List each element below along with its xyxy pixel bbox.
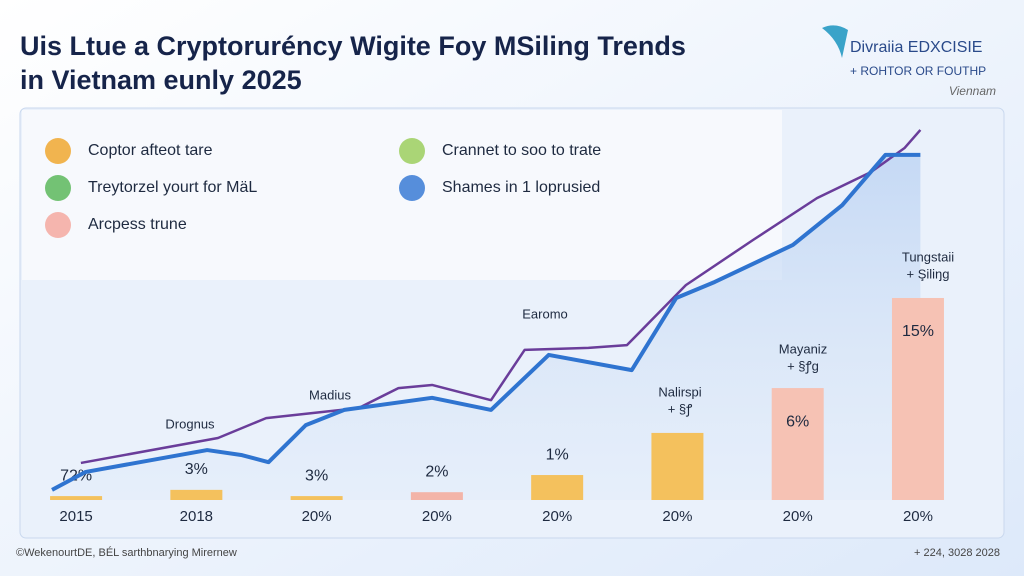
x-tick-label: 2015: [59, 508, 92, 525]
callout: + Şiliŋg: [907, 266, 950, 281]
x-tick-label: 20%: [903, 508, 933, 525]
callout: Madius: [309, 387, 351, 402]
bar-label: 6%: [786, 413, 809, 430]
bar: [531, 475, 584, 500]
title-line: Uis Ltue a Cryptoruréncy Wigite Foy MSil…: [20, 31, 686, 61]
x-tick-label: 20%: [783, 508, 813, 525]
x-tick-label: 20%: [542, 508, 572, 525]
legend-label: Crannet to soo to trate: [442, 142, 601, 159]
callout: + §ꝭg: [787, 358, 819, 374]
bar: [170, 489, 223, 500]
footer: ©WekenourtDE, BÉL sarthbnarying Mirernew: [16, 546, 237, 559]
line: [51, 152, 921, 492]
legend-label: Shames in 1 loprusied: [442, 179, 600, 196]
callout: Tungstaii: [902, 249, 954, 264]
bar: [50, 496, 103, 500]
legend-icon: [399, 175, 425, 201]
legend-icon: [45, 212, 71, 238]
footer: + 224, 3028 2028: [914, 547, 1000, 559]
x-tick-label: 20%: [422, 508, 452, 525]
callout: Nalirspi: [658, 384, 701, 399]
legend-label: Treytorzel yourt for MäL: [88, 179, 257, 196]
bar: [290, 496, 343, 500]
logo-icon: [822, 25, 848, 58]
legend-icon: [45, 175, 71, 201]
logo-text: Divraiia EDXCISIE: [850, 39, 982, 56]
bar-label: 3%: [305, 467, 328, 484]
logo-text: + ROHTOR OR FOUTHP: [850, 64, 986, 78]
legend-label: Coptor afteot tare: [88, 142, 213, 159]
area: [52, 154, 921, 500]
legend-icon: [399, 138, 425, 164]
logo-text: Viennam: [949, 84, 996, 98]
callout: + §ꝭ: [668, 401, 693, 417]
x-tick-label: 2018: [180, 508, 213, 525]
bar: [410, 492, 463, 500]
bar: [771, 388, 824, 500]
legend-label: Arcpess trune: [88, 216, 187, 233]
bar-label: 2%: [425, 463, 448, 480]
bar-label: 3%: [185, 461, 208, 478]
bar-label: 15%: [902, 323, 934, 340]
x-tick-label: 20%: [662, 508, 692, 525]
x-tick-label: 20%: [302, 508, 332, 525]
bar: [891, 297, 944, 500]
legend-icon: [45, 138, 71, 164]
bar-label: 1%: [546, 446, 569, 463]
title-line: in Vietnam eunly 2025: [20, 65, 302, 95]
callout: Earomo: [522, 306, 568, 321]
line: [80, 129, 922, 465]
callout: Mayaniz: [779, 341, 827, 356]
callout: Drognus: [165, 416, 215, 431]
bar: [651, 432, 704, 500]
